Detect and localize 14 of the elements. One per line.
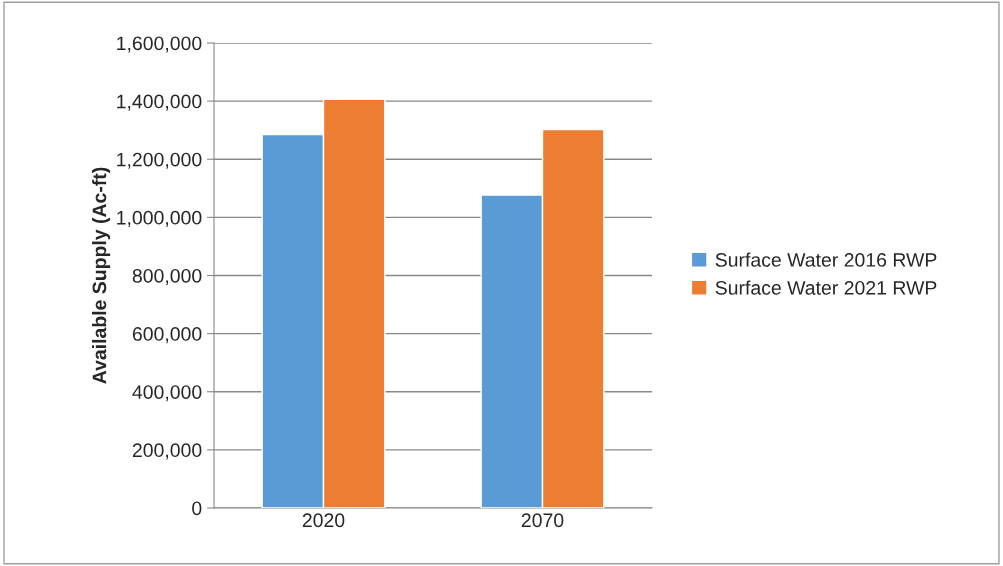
- y-tick-label: 1,600,000: [117, 36, 202, 53]
- y-tick-label: 1,000,000: [117, 210, 202, 227]
- y-axis-title: Available Supply (Ac-ft): [92, 167, 111, 384]
- y-tick-label: 800,000: [132, 268, 202, 286]
- y-tick-label: 600,000: [132, 327, 202, 344]
- legend-label: Surface Water 2021 RWP: [715, 280, 937, 295]
- y-tick-label: 400,000: [132, 385, 202, 402]
- y-tick-label: 1,400,000: [117, 94, 202, 111]
- x-tick-label: 2020: [302, 513, 345, 528]
- y-tick-label: 1,200,000: [117, 152, 202, 169]
- legend-label: Surface Water 2016 RWP: [715, 252, 937, 267]
- x-tick-label: 2070: [521, 513, 564, 528]
- y-tick-label: 200,000: [132, 443, 202, 460]
- y-tick-label: 0: [192, 501, 202, 516]
